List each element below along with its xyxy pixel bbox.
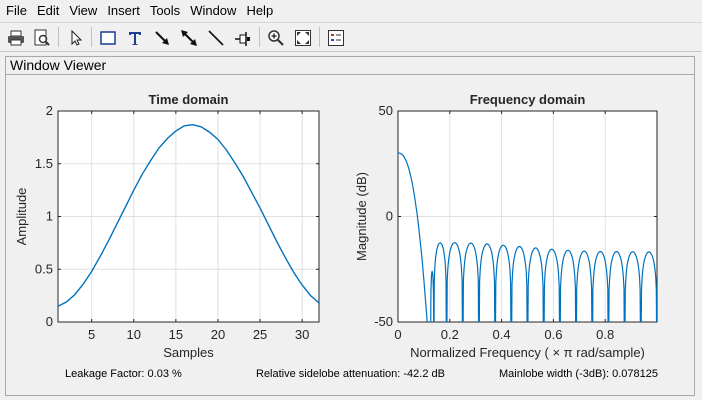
menu-insert[interactable]: Insert [107, 3, 140, 18]
line-icon[interactable] [205, 27, 227, 49]
print-icon[interactable] [5, 27, 27, 49]
frequency-domain-series-line [398, 152, 657, 322]
pointer-icon[interactable] [65, 27, 87, 49]
y-tick-label: 0 [386, 209, 393, 224]
rectangle-icon[interactable] [97, 27, 119, 49]
y-tick-label: -50 [374, 314, 393, 329]
x-tick-label: 0 [394, 327, 401, 342]
y-axis-label: Magnitude (dB) [354, 172, 369, 261]
y-tick-label: 0.5 [35, 261, 53, 276]
pin-icon[interactable] [232, 27, 254, 49]
print-preview-icon[interactable] [31, 27, 53, 49]
frequency-domain-series [398, 152, 657, 322]
chart-title: Time domain [149, 92, 229, 107]
legend-icon[interactable] [325, 27, 347, 49]
x-tick-label: 0.6 [544, 327, 562, 342]
menu-file[interactable]: File [6, 3, 27, 18]
chart-title: Frequency domain [470, 92, 586, 107]
menu-help[interactable]: Help [246, 3, 274, 18]
menu-tools[interactable]: Tools [149, 3, 181, 18]
y-tick-label: 1.5 [35, 156, 53, 171]
toolbar [0, 23, 702, 52]
x-tick-label: 0.2 [441, 327, 459, 342]
menu-window[interactable]: Window [190, 3, 237, 18]
y-axis-label: Amplitude [14, 188, 29, 246]
leakage-factor-text: Leakage Factor: 0.03 % [65, 368, 182, 380]
x-axis-label: Normalized Frequency ( × π rad/sample) [410, 345, 645, 360]
x-axis-label: Samples [163, 345, 214, 360]
mainlobe-width-text: Mainlobe width (-3dB): 0.078125 [499, 368, 658, 380]
fit-icon[interactable] [292, 27, 314, 49]
y-tick-label: 2 [46, 103, 53, 118]
text-icon[interactable] [124, 27, 146, 49]
x-tick-label: 20 [211, 327, 225, 342]
double-arrow-icon[interactable] [178, 27, 200, 49]
panel-title: Window Viewer [6, 57, 694, 75]
axes-box-0 [57, 110, 320, 323]
menu-edit[interactable]: Edit [36, 3, 60, 18]
x-tick-label: 30 [295, 327, 309, 342]
y-tick-label: 1 [46, 209, 53, 224]
y-tick-label: 0 [46, 314, 53, 329]
x-tick-label: 5 [88, 327, 95, 342]
y-tick-label: 50 [379, 103, 393, 118]
menu-bar: File Edit View Insert Tools Window Help [0, 0, 702, 23]
x-tick-label: 25 [253, 327, 267, 342]
sidelobe-attenuation-text: Relative sidelobe attenuation: -42.2 dB [256, 368, 445, 380]
menu-view[interactable]: View [69, 3, 98, 18]
x-tick-label: 10 [127, 327, 141, 342]
arrow-icon[interactable] [151, 27, 173, 49]
time-domain-series-line [57, 123, 320, 307]
zoom-in-icon[interactable] [265, 27, 287, 49]
x-tick-label: 0.8 [596, 327, 614, 342]
x-tick-label: 15 [169, 327, 183, 342]
x-tick-label: 0.4 [493, 327, 511, 342]
